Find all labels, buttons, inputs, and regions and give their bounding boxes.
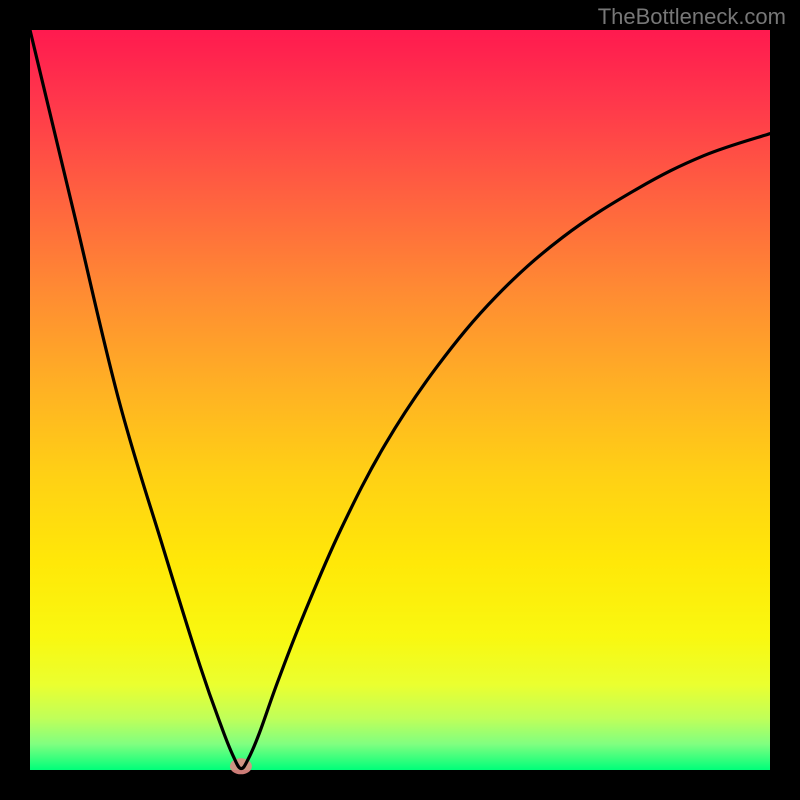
plot-background xyxy=(30,30,770,770)
chart-stage: TheBottleneck.com xyxy=(0,0,800,800)
chart-svg xyxy=(0,0,800,800)
watermark-text: TheBottleneck.com xyxy=(598,4,786,30)
